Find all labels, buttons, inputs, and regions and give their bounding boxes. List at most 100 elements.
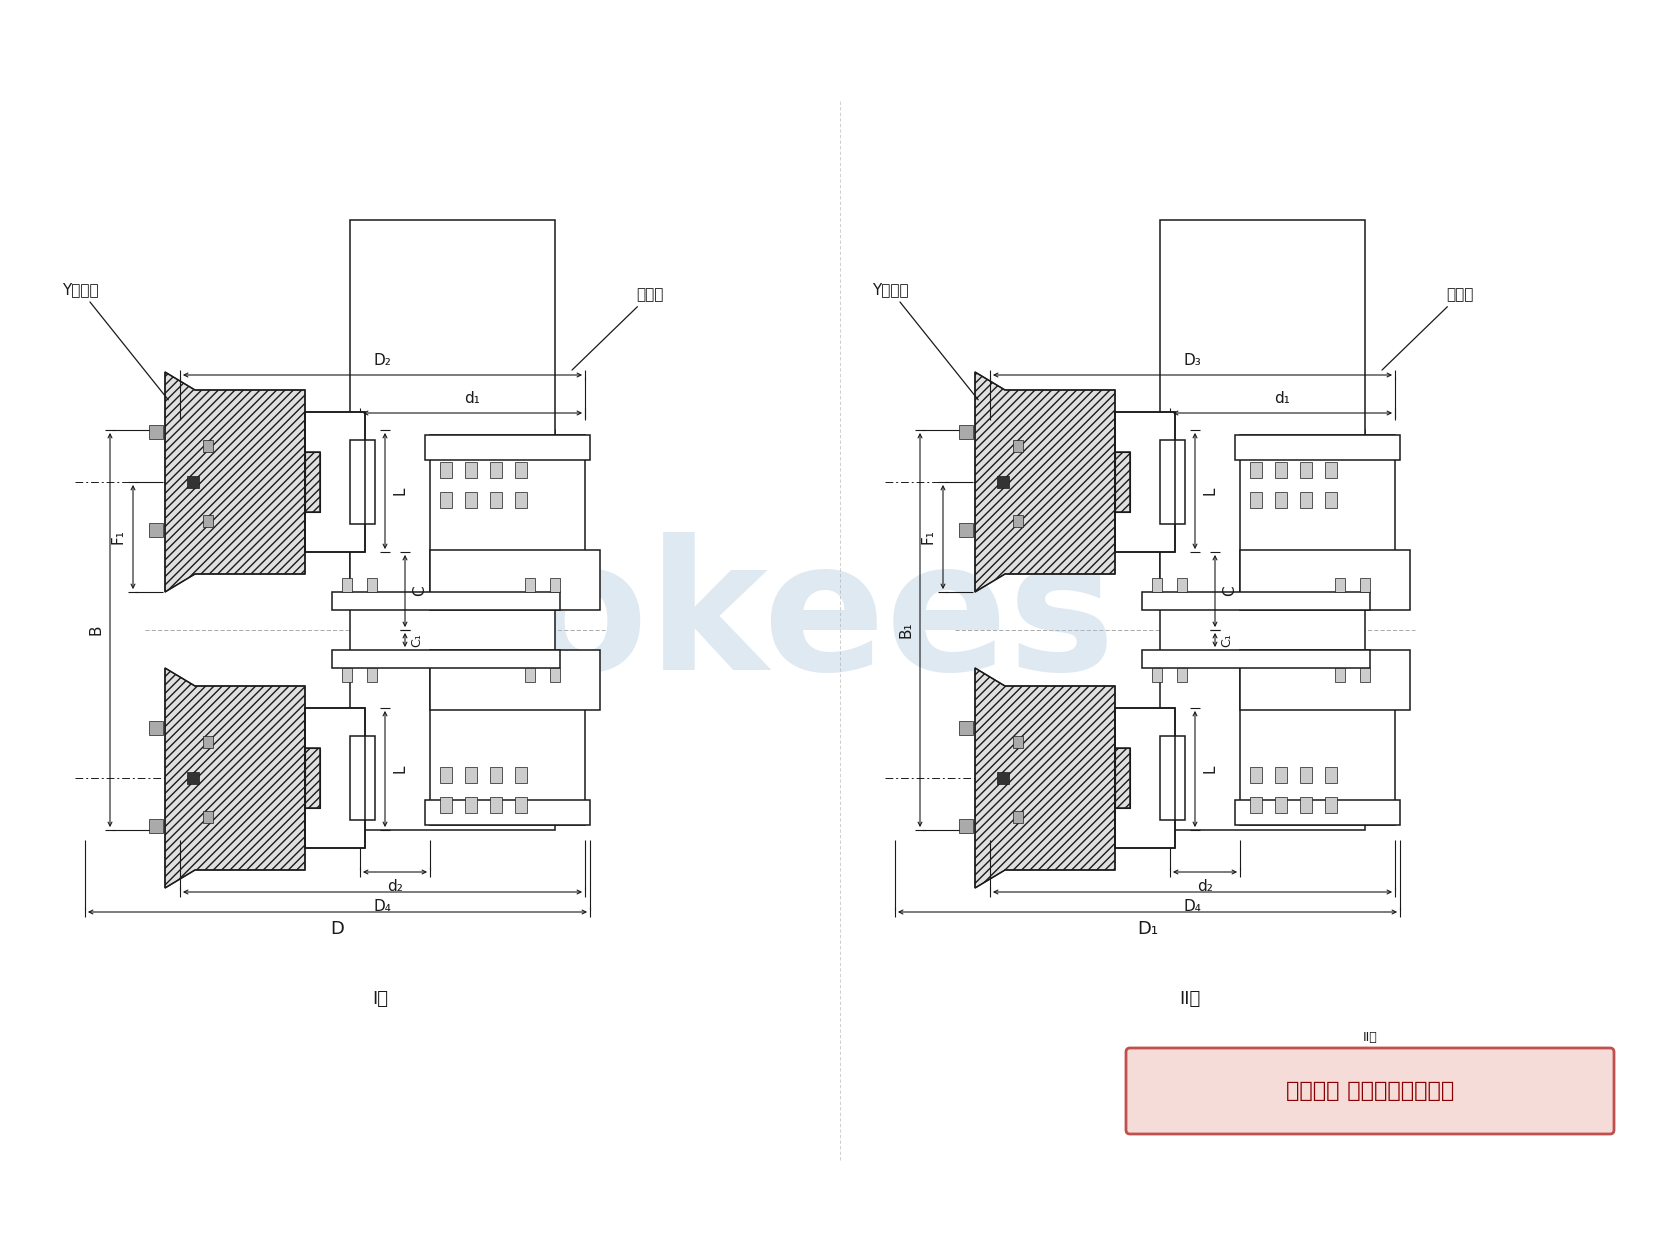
Text: D₃: D₃ [1184,353,1201,368]
Text: F₁: F₁ [921,529,936,544]
Bar [1326,767,1337,782]
Bar [516,767,528,782]
Bar [203,736,213,748]
Bar [465,462,477,478]
Text: 版权所有 侵权必被严厉追究: 版权所有 侵权必被严厉追究 [1285,1081,1455,1101]
Bar [150,819,163,833]
Bar [465,767,477,782]
Bar [959,425,973,438]
Bar [549,578,559,592]
Bar [349,440,375,524]
Bar [516,462,528,478]
Bar [996,772,1010,784]
Bar [1300,491,1312,508]
Bar [1275,798,1287,813]
Bar [366,578,376,592]
Bar [516,798,528,813]
Bar [349,736,375,820]
Bar [1336,668,1346,682]
Bar [306,452,319,512]
Bar [1142,650,1369,668]
Text: Rokees: Rokees [385,532,1116,708]
FancyBboxPatch shape [1126,1048,1614,1134]
Text: 注油孔: 注油孔 [1383,287,1473,370]
Text: L: L [1201,486,1216,495]
Bar [1275,491,1287,508]
Bar [366,668,376,682]
Bar [430,665,585,825]
Bar [1116,748,1131,808]
Bar [1235,435,1399,460]
Bar [1240,650,1410,709]
Bar [203,440,213,452]
Bar [1159,220,1366,830]
Bar [430,551,600,610]
Bar [1240,435,1394,595]
Text: I型: I型 [371,990,388,1008]
Bar [1159,736,1184,820]
Bar [465,491,477,508]
Bar [306,412,365,552]
Text: II型: II型 [1362,1031,1378,1045]
Bar [343,578,353,592]
Bar [549,668,559,682]
Bar [996,476,1010,488]
Bar [1275,462,1287,478]
Bar [440,798,452,813]
Bar [1326,491,1337,508]
Bar [306,748,319,808]
Bar [306,748,319,808]
Bar [1275,767,1287,782]
Bar [1250,767,1262,782]
Bar [1116,452,1131,512]
Bar [430,650,600,709]
Bar [1152,578,1163,592]
Bar [333,592,559,610]
Text: d₁: d₁ [465,391,480,406]
Bar [1142,592,1369,610]
Bar [1240,665,1394,825]
Bar [333,650,559,668]
Bar [440,462,452,478]
Bar [1326,462,1337,478]
Bar [306,452,319,512]
Text: 注油孔: 注油孔 [571,287,664,370]
Text: C: C [412,586,427,596]
Bar [1013,736,1023,748]
Bar [491,798,502,813]
Bar [526,668,534,682]
Text: D₄: D₄ [373,898,391,914]
Bar [1361,668,1369,682]
Bar [1116,748,1131,808]
Bar [516,491,528,508]
Bar [959,819,973,833]
Text: B₁: B₁ [899,621,912,639]
Bar [306,708,365,848]
Bar [425,800,590,825]
Text: D₁: D₁ [1137,920,1158,937]
Bar [491,491,502,508]
Text: D₂: D₂ [373,353,391,368]
Text: Y型轴孔: Y型轴孔 [872,282,978,399]
Bar [1013,515,1023,527]
Bar [306,708,365,848]
Bar [186,476,198,488]
Polygon shape [974,668,1116,888]
Bar [1178,668,1188,682]
Polygon shape [165,668,306,888]
Text: L: L [1201,765,1216,774]
Bar [1300,462,1312,478]
Bar [1116,412,1174,552]
Bar [343,668,353,682]
Bar [959,721,973,735]
Bar [959,523,973,537]
Bar [1013,440,1023,452]
Text: C: C [1221,586,1236,596]
Text: L: L [391,486,407,495]
Polygon shape [974,372,1116,592]
Bar [1250,462,1262,478]
Bar [1159,430,1366,592]
Bar [1116,708,1174,848]
Bar [526,578,534,592]
Bar [186,772,198,784]
